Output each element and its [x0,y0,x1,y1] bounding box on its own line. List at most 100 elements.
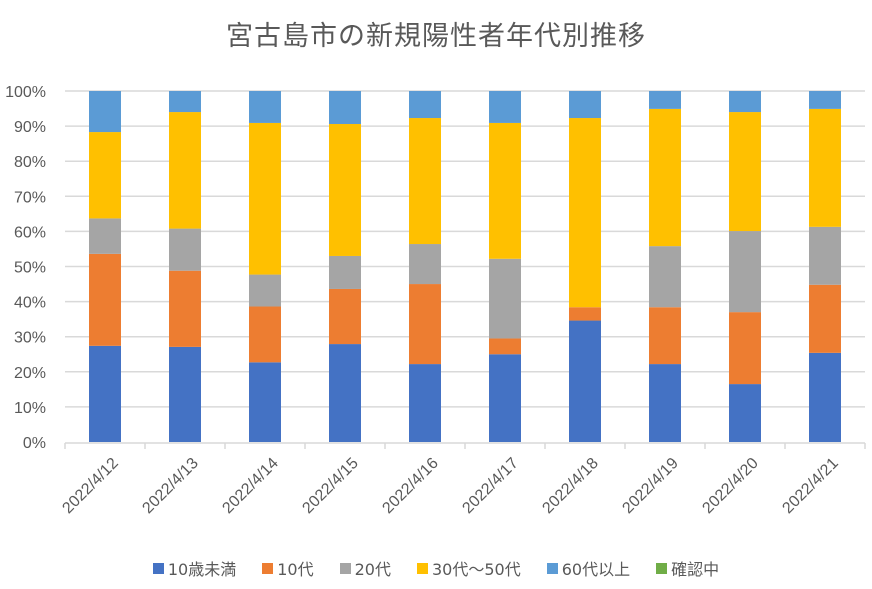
bar-segment [729,112,761,232]
bar-segment [809,352,841,442]
y-tick-label: 80% [14,154,46,171]
legend-item: 30代～50代 [417,556,521,580]
bar-segment [409,91,441,119]
bar-segment [569,320,601,442]
bar-stack [729,91,761,442]
bar-segment [169,91,201,113]
legend-label: 60代以上 [561,560,631,579]
bar-segment [649,246,681,308]
bar-segment [649,108,681,247]
bar-segment [649,364,681,442]
y-tick-label: 0% [23,435,46,452]
legend-label: 30代～50代 [432,560,521,579]
bar-segment [809,226,841,285]
bar-stack [169,91,201,442]
legend-label: 10歳未満 [167,560,237,579]
bar-segment [409,118,441,245]
x-tick-label: 2022/4/19 [619,455,681,517]
bar-segment [729,384,761,442]
x-tick-label: 2022/4/15 [299,455,361,517]
x-tick-label: 2022/4/13 [139,455,201,517]
bar-segment [249,122,281,275]
bar-segment [569,118,601,308]
bar-segment [569,91,601,119]
legend-item: 20代 [339,556,391,580]
legend-item: 60代以上 [546,556,631,580]
y-tick-label: 40% [14,295,46,312]
y-tick-label: 50% [14,260,46,277]
legend-swatch-icon [262,562,274,574]
legend-item: 10歳未満 [152,556,237,580]
bar-segment [249,274,281,307]
legend-swatch-icon [339,562,351,574]
bar-segment [249,91,281,123]
bar-segment [169,112,201,229]
bar-stack [329,91,361,442]
bar-segment [809,108,841,227]
x-tick-label: 2022/4/17 [459,455,521,517]
legend-label: 20代 [354,560,391,579]
bar-stack [409,91,441,442]
bar-stack [89,91,121,442]
legend: 10歳未満 10代 20代 30代～50代 60代以上 確認中 [0,556,872,580]
x-tick-label: 2022/4/21 [779,455,841,517]
bar-segment [169,228,201,271]
legend-label: 確認中 [671,560,720,579]
bar-stack [809,91,841,442]
legend-swatch-icon [152,562,164,574]
y-tick-label: 60% [14,224,46,241]
bar-segment [649,307,681,365]
y-tick-label: 10% [14,400,46,417]
bar-segment [489,354,521,442]
bar-segment [649,91,681,109]
bar-stack [649,91,681,442]
bar-stack [569,91,601,442]
bar-segment [249,362,281,442]
bar-segment [329,255,361,289]
bar-segment [329,91,361,124]
y-tick-label: 70% [14,189,46,206]
bar-segment [169,346,201,442]
legend-item: 10代 [262,556,314,580]
bar-segment [729,91,761,113]
bar-segment [89,132,121,219]
chart-title: 宮古島市の新規陽性者年代別推移 [226,21,646,52]
legend-swatch-icon [417,562,428,574]
bar-segment [409,284,441,365]
bar-segment [569,307,601,321]
bar-segment [329,123,361,256]
bar-segment [89,218,121,254]
x-axis [64,442,866,449]
legend-label: 10代 [277,560,314,579]
x-tick-label: 2022/4/12 [59,455,121,517]
bar-segment [489,91,521,123]
bar-segment [329,344,361,442]
bar-segment [249,306,281,363]
bar-segment [89,253,121,346]
bar-segment [809,284,841,353]
y-tick-label: 90% [14,119,46,136]
legend-swatch-icon [656,562,668,574]
x-tick-label: 2022/4/16 [379,455,441,517]
bar-segment [489,122,521,259]
legend-swatch-icon [546,562,558,574]
y-tick-label: 30% [14,330,46,347]
y-tick-label: 20% [14,365,46,382]
x-tick-label: 2022/4/20 [699,455,761,517]
bar-segment [729,312,761,385]
bar-segment [489,338,521,355]
y-tick-label: 100% [5,84,46,101]
bar-segment [409,364,441,442]
x-axis-tick-labels: 2022/4/12 2022/4/13 2022/4/14 2022/4/15 2022… [59,455,841,517]
bar-segment [329,288,361,345]
x-tick-label: 2022/4/18 [539,455,601,517]
bar-stack [249,91,281,442]
y-axis-tick-labels: 0% 10% 20% 30% 40% 50% 60% 70% 80% 90% 100% [5,84,46,452]
bar-segment [809,91,841,109]
bar-segment [89,345,121,442]
bar-segment [729,231,761,313]
bar-segment [89,91,121,133]
legend-item: 確認中 [656,556,719,580]
bar-segment [489,258,521,339]
